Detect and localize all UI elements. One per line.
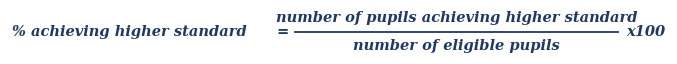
Text: number of pupils achieving higher standard: number of pupils achieving higher standa… — [276, 11, 637, 25]
Text: x100: x100 — [626, 25, 665, 39]
Text: number of eligible pupils: number of eligible pupils — [353, 39, 560, 53]
Text: % achieving higher standard: % achieving higher standard — [12, 25, 246, 39]
Text: =: = — [277, 25, 289, 39]
